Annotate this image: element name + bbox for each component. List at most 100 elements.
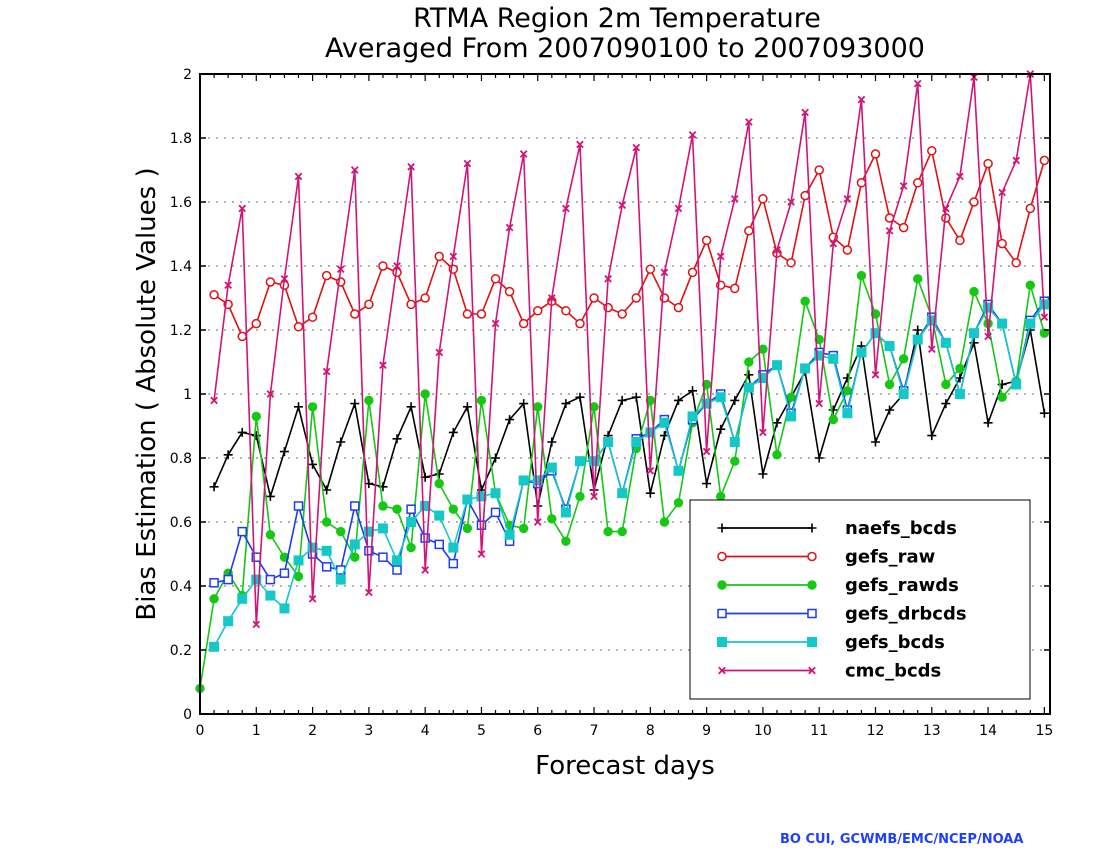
data-point-naefs_bcds: [308, 459, 318, 469]
data-point-cmc_bcds: [998, 188, 1006, 197]
data-point-cmc_bcds: [702, 447, 711, 456]
data-point-gefs_bcds: [490, 488, 501, 499]
data-point-cmc_bcds: [688, 130, 697, 139]
legend-marker: [808, 666, 816, 675]
data-point-gefs_rawds: [856, 270, 867, 281]
data-point-gefs_bcds: [377, 523, 388, 534]
legend-box: [689, 499, 1031, 700]
data-point-gefs_raw: [293, 322, 304, 332]
data-point-gefs_raw: [955, 235, 965, 246]
data-point-gefs_bcds: [954, 389, 965, 399]
data-point-gefs_rawds: [575, 491, 585, 502]
data-point-gefs_raw: [786, 258, 796, 268]
data-point-gefs_bcds: [687, 411, 698, 422]
data-point-naefs_bcds: [350, 399, 360, 409]
data-point-gefs_bcds: [237, 593, 248, 604]
data-point-gefs_rawds: [434, 478, 444, 489]
data-point-gefs_bcds: [800, 363, 811, 374]
legend-marker: [807, 523, 817, 533]
legend-label: gefs_bcds: [845, 632, 945, 653]
data-point-gefs_raw: [814, 165, 824, 175]
data-point-gefs_rawds: [420, 389, 430, 399]
data-point-gefs_rawds: [800, 296, 810, 306]
data-point-gefs_rawds: [715, 491, 726, 502]
data-point-naefs_bcds: [744, 370, 754, 380]
data-point-gefs_bcds: [335, 574, 346, 585]
data-point-gefs_rawds: [364, 395, 374, 406]
data-point-gefs_raw: [1011, 258, 1021, 268]
data-point-naefs_bcds: [645, 488, 655, 498]
data-point-cmc_bcds: [913, 79, 922, 88]
data-point-naefs_bcds: [927, 431, 937, 441]
data-point-cmc_bcds: [519, 150, 528, 158]
data-point-gefs_drbcds: [321, 562, 332, 572]
legend-marker: [717, 523, 727, 533]
data-point-gefs_drbcds: [364, 546, 374, 556]
data-point-cmc_bcds: [477, 550, 486, 558]
data-point-gefs_raw: [856, 178, 867, 188]
x-tick-label: 8: [646, 723, 655, 739]
legend-marker: [807, 637, 817, 647]
data-point-gefs_drbcds: [293, 501, 304, 511]
data-point-gefs_bcds: [603, 437, 614, 447]
data-point-gefs_rawds: [913, 274, 923, 284]
y-axis-label: Bias Estimation ( Absolute Values ): [132, 167, 162, 620]
data-point-gefs_raw: [209, 290, 219, 300]
data-point-naefs_bcds: [448, 427, 458, 437]
data-point-cmc_bcds: [956, 172, 964, 181]
data-point-naefs_bcds: [716, 424, 726, 434]
data-point-gefs_raw: [490, 274, 501, 284]
data-point-cmc_bcds: [1012, 156, 1021, 165]
data-point-gefs_raw: [1025, 203, 1036, 214]
data-point-gefs_raw: [307, 312, 318, 322]
series-line-gefs_raw: [213, 148, 1046, 338]
series-line-gefs_bcds: [213, 303, 1046, 648]
data-point-cmc_bcds: [547, 294, 556, 302]
data-point-cmc_bcds: [843, 194, 852, 203]
data-point-cmc_bcds: [674, 204, 683, 213]
data-point-naefs_bcds: [575, 392, 585, 402]
data-point-cmc_bcds: [787, 198, 795, 206]
data-point-naefs_bcds: [462, 402, 472, 412]
x-tick-label: 4: [421, 723, 430, 739]
data-point-naefs_bcds: [758, 469, 768, 479]
data-point-cmc_bcds: [562, 204, 570, 213]
data-point-gefs_raw: [617, 309, 627, 319]
data-point-naefs_bcds: [870, 437, 880, 447]
series-gefs_bcds: [209, 299, 1050, 652]
data-point-gefs_bcds: [771, 360, 782, 371]
series-cmc_bcds: [210, 70, 1049, 629]
data-point-naefs_bcds: [828, 405, 838, 415]
data-point-gefs_bcds: [223, 616, 234, 627]
data-point-gefs_bcds: [631, 437, 642, 447]
data-point-gefs_raw: [898, 222, 909, 233]
data-point-cmc_bcds: [660, 268, 669, 277]
data-point-gefs_raw: [1039, 155, 1050, 166]
data-point-gefs_raw: [983, 158, 993, 169]
y-tick-label: 0.4: [170, 579, 192, 595]
legend-item-gefs_drbcds: gefs_drbcds: [717, 604, 967, 625]
data-point-gefs_bcds: [406, 517, 417, 527]
data-point-gefs_bcds: [828, 353, 839, 364]
data-point-gefs_raw: [265, 277, 276, 287]
data-point-gefs_bcds: [926, 315, 937, 326]
data-point-gefs_bcds: [842, 408, 853, 419]
data-point-naefs_bcds: [941, 399, 951, 409]
series-line-cmc_bcds: [213, 73, 1046, 625]
credit-text: BO CUI, GCWMB/EMC/NCEP/NOAA: [780, 832, 1024, 847]
data-point-naefs_bcds: [730, 395, 740, 405]
data-point-gefs_rawds: [673, 498, 684, 508]
data-point-gefs_bcds: [279, 603, 290, 614]
data-point-naefs_bcds: [491, 453, 501, 463]
data-point-gefs_rawds: [603, 526, 613, 537]
data-point-gefs_raw: [251, 318, 262, 329]
data-point-cmc_bcds: [773, 246, 781, 254]
data-point-gefs_bcds: [659, 417, 670, 428]
data-point-cmc_bcds: [393, 262, 401, 270]
data-point-gefs_bcds: [532, 475, 543, 486]
data-point-cmc_bcds: [829, 239, 838, 248]
data-point-gefs_raw: [758, 194, 768, 204]
data-point-gefs_bcds: [251, 574, 262, 585]
data-point-gefs_bcds: [321, 545, 332, 556]
legend-marker: [717, 637, 727, 647]
